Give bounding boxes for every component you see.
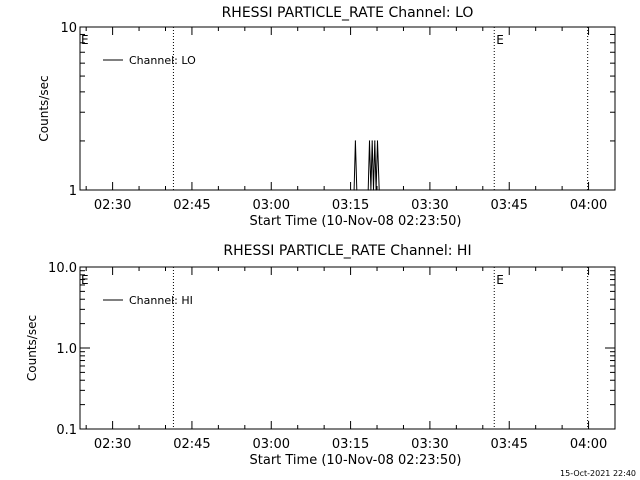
y-tick-label: 1.0 bbox=[56, 342, 77, 357]
chart-panel-1: RHESSI PARTICLE_RATE Channel: LO Counts/s… bbox=[37, 5, 616, 229]
x-tick-label: 03:45 bbox=[490, 437, 527, 452]
x-axis-label: Start Time (10-Nov-08 02:23:50) bbox=[250, 453, 462, 468]
x-axis-label: Start Time (10-Nov-08 02:23:50) bbox=[250, 214, 462, 229]
chart-title: RHESSI PARTICLE_RATE Channel: LO bbox=[222, 5, 474, 21]
plot-frame bbox=[79, 266, 616, 430]
data-point bbox=[376, 140, 379, 142]
x-tick-label: 03:15 bbox=[332, 437, 369, 452]
plot-frame bbox=[79, 26, 616, 191]
eclipse-marker-label: E bbox=[81, 273, 89, 287]
data-point bbox=[372, 189, 375, 191]
eclipse-marker-label: E bbox=[496, 33, 504, 47]
data-point bbox=[370, 189, 372, 191]
data-point bbox=[356, 189, 358, 191]
y-tick-label: 0.1 bbox=[56, 423, 77, 438]
y-tick-label: 10 bbox=[60, 21, 77, 36]
y-axis-label: Counts/sec bbox=[37, 75, 51, 141]
x-tick-label: 03:30 bbox=[411, 437, 448, 452]
legend-label: Channel: HI bbox=[129, 294, 193, 307]
chart-panel-2: RHESSI PARTICLE_RATE Channel: HI Counts/s… bbox=[25, 243, 616, 468]
x-tick-label: 02:45 bbox=[173, 437, 210, 452]
data-point bbox=[367, 189, 369, 191]
x-tick-label: 03:30 bbox=[411, 198, 448, 213]
chart-title: RHESSI PARTICLE_RATE Channel: HI bbox=[223, 243, 471, 259]
data-point bbox=[371, 140, 373, 142]
x-tick-label: 04:00 bbox=[570, 198, 607, 213]
x-tick-label: 03:45 bbox=[490, 198, 527, 213]
eclipse-marker-label: E bbox=[81, 33, 89, 47]
x-tick-label: 02:30 bbox=[94, 437, 131, 452]
x-tick-label: 03:15 bbox=[332, 198, 369, 213]
legend-label: Channel: LO bbox=[129, 54, 196, 67]
data-point bbox=[354, 140, 357, 142]
data-point bbox=[378, 189, 380, 191]
y-axis-label: Counts/sec bbox=[25, 315, 39, 381]
data-point bbox=[353, 189, 355, 191]
x-tick-label: 03:00 bbox=[253, 198, 290, 213]
x-tick-label: 04:00 bbox=[570, 437, 607, 452]
x-tick-label: 03:00 bbox=[253, 437, 290, 452]
data-point bbox=[375, 189, 377, 191]
x-tick-label: 02:30 bbox=[94, 198, 131, 213]
eclipse-marker-label: E bbox=[496, 273, 504, 287]
data-series-line bbox=[353, 140, 380, 191]
data-point bbox=[368, 140, 371, 142]
y-tick-label: 10.0 bbox=[48, 261, 77, 276]
x-tick-label: 02:45 bbox=[173, 198, 210, 213]
y-tick-label: 1 bbox=[69, 184, 77, 199]
footer-timestamp: 15-Oct-2021 22:40 bbox=[560, 469, 636, 478]
data-point bbox=[374, 140, 376, 142]
